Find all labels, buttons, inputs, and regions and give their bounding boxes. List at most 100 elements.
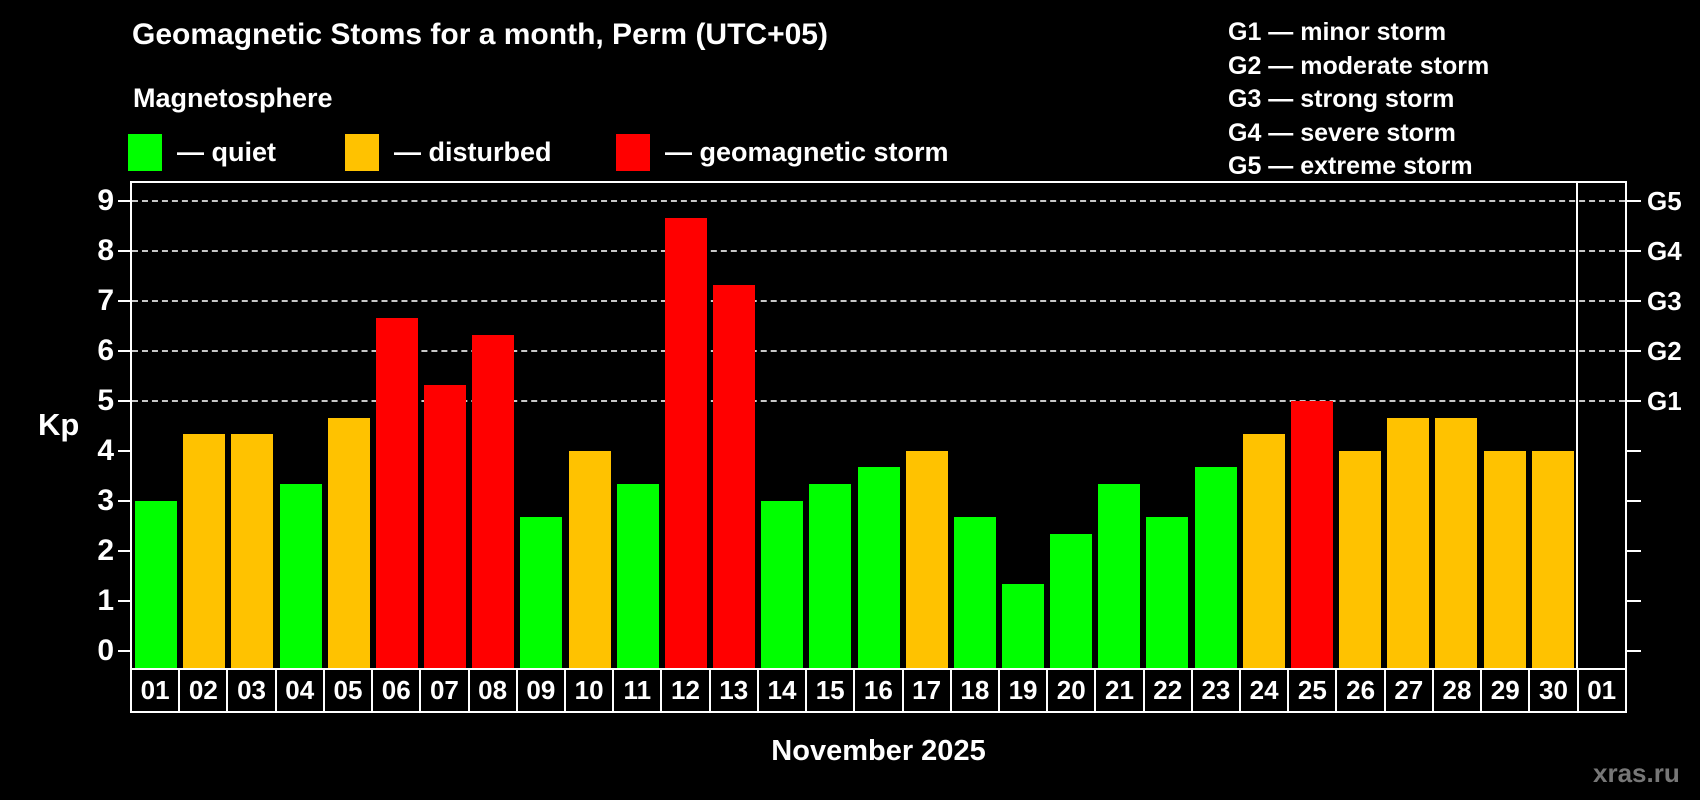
y-axis-tick <box>118 499 132 502</box>
day-label-cell: 12 <box>660 670 708 711</box>
g-axis-label: G2 <box>1647 336 1682 367</box>
legend-swatch-storm <box>616 133 650 171</box>
day-label-cell: 04 <box>274 670 323 711</box>
g-axis-tick <box>1627 250 1641 253</box>
bar-day-27 <box>1387 417 1430 668</box>
bar-day-14 <box>761 500 804 668</box>
bar-day-07 <box>424 384 467 668</box>
bar-day-05 <box>327 417 370 668</box>
day-label-cell: 13 <box>708 670 757 711</box>
day-label-cell: 28 <box>1431 670 1480 711</box>
chart-subtitle: Magnetosphere <box>133 83 333 113</box>
day-label-cell: 29 <box>1480 670 1528 711</box>
g-axis-tick <box>1627 549 1641 552</box>
grid-line-kp5 <box>132 400 1625 403</box>
y-axis-tick <box>118 549 132 552</box>
day-label-cell: 17 <box>901 670 950 711</box>
bar-day-04 <box>279 484 322 668</box>
bar-day-10 <box>568 450 611 668</box>
day-label-cell: 27 <box>1383 670 1432 711</box>
g-legend-line: G3 — strong storm <box>1228 85 1455 113</box>
day-label-cell: 26 <box>1335 670 1383 711</box>
day-label-cell: 03 <box>226 670 274 711</box>
g-axis-label: G5 <box>1647 186 1682 217</box>
grid-line-kp6 <box>132 350 1625 353</box>
y-axis-tick <box>118 350 132 353</box>
bar-day-22 <box>1146 517 1189 668</box>
day-label-cell: 23 <box>1190 670 1239 711</box>
legend-item-storm: — geomagnetic storm <box>616 133 949 171</box>
day-label-cell: 01 <box>140 675 170 705</box>
bar-day-08 <box>472 334 515 668</box>
bar-day-20 <box>1050 534 1093 668</box>
x-axis-title: November 2025 <box>771 735 986 767</box>
g-scale-legend: G1 — minor storm G2 — moderate storm G3 — … <box>1228 16 1489 184</box>
bar-day-23 <box>1194 467 1237 668</box>
y-tick-label: 2 <box>97 533 114 567</box>
x-axis-day-labels: 01 02 03 04 05 06 07 08 09 10 11 12 13 14 15 16 17 18 19 20… <box>130 668 1627 713</box>
day-label-cell: 07 <box>419 670 467 711</box>
y-tick-label: 3 <box>97 483 114 517</box>
plot-area: 0 1 2 3 4 5 G1 6 G2 7 G3 8 G4 9 G5 <box>97 181 1682 668</box>
day-label-cell: 01 <box>1576 670 1625 711</box>
day-label-cell: 20 <box>1046 670 1094 711</box>
grid-line-kp8 <box>132 250 1625 253</box>
day-label-cell: 05 <box>322 670 371 711</box>
g-axis-tick <box>1627 300 1641 303</box>
legend-label-storm: — geomagnetic storm <box>665 136 949 167</box>
day-label-cell: 14 <box>756 670 805 711</box>
bar-day-15 <box>809 484 852 668</box>
legend-label-quiet: — quiet <box>177 136 276 167</box>
day-label-cell: 18 <box>949 670 998 711</box>
g-axis-tick <box>1627 599 1641 602</box>
y-axis-tick <box>118 300 132 303</box>
y-axis-tick <box>118 200 132 203</box>
legend-swatch-quiet <box>128 133 162 171</box>
g-axis-label: G3 <box>1647 286 1682 317</box>
day-label-cell: 08 <box>467 670 516 711</box>
day-label-cell: 30 <box>1528 670 1576 711</box>
bar-day-06 <box>375 317 418 668</box>
y-tick-label: 6 <box>97 334 114 368</box>
y-axis-tick <box>118 449 132 452</box>
y-axis-tick <box>118 400 132 403</box>
day-label-cell: 25 <box>1287 670 1335 711</box>
day-label-cell: 11 <box>612 670 660 711</box>
y-axis-tick <box>118 599 132 602</box>
g-axis-tick <box>1627 649 1641 652</box>
day-label-cell: 22 <box>1142 670 1191 711</box>
bar-day-25 <box>1290 401 1333 668</box>
month-boundary-line <box>1575 183 1578 668</box>
bar-day-19 <box>1001 584 1044 668</box>
y-axis-tick <box>118 250 132 253</box>
g-axis-label: G4 <box>1647 236 1682 267</box>
day-label-cell: 15 <box>805 670 853 711</box>
bar-day-24 <box>1242 434 1285 668</box>
g-axis-tick <box>1627 499 1641 502</box>
g-axis-tick <box>1627 200 1641 203</box>
day-label-cell: 16 <box>853 670 901 711</box>
bar-day-21 <box>1098 484 1141 668</box>
day-label-cell: 21 <box>1094 670 1142 711</box>
day-label-cell: 19 <box>997 670 1046 711</box>
g-axis-tick <box>1627 449 1641 452</box>
y-tick-label: 0 <box>97 633 114 667</box>
bar-day-03 <box>231 434 274 668</box>
day-label-cell: 24 <box>1239 670 1287 711</box>
day-label-cell: 10 <box>563 670 612 711</box>
bar-day-17 <box>905 450 948 668</box>
y-tick-label: 4 <box>97 433 114 467</box>
bar-day-11 <box>616 484 659 668</box>
g-axis-tick <box>1627 350 1641 353</box>
g-legend-line: G5 — extreme storm <box>1228 152 1473 180</box>
bar-day-28 <box>1435 417 1478 668</box>
y-tick-label: 8 <box>97 234 114 268</box>
g-axis-label: G1 <box>1647 386 1682 417</box>
bar-day-01 <box>135 500 178 668</box>
bar-day-26 <box>1339 450 1382 668</box>
g-legend-line: G4 — severe storm <box>1228 118 1456 147</box>
legend-item-quiet: — quiet <box>128 133 276 171</box>
y-axis-label: Kp <box>38 407 80 442</box>
y-tick-label: 9 <box>97 184 114 218</box>
g-legend-line: G1 — minor storm <box>1228 18 1447 46</box>
